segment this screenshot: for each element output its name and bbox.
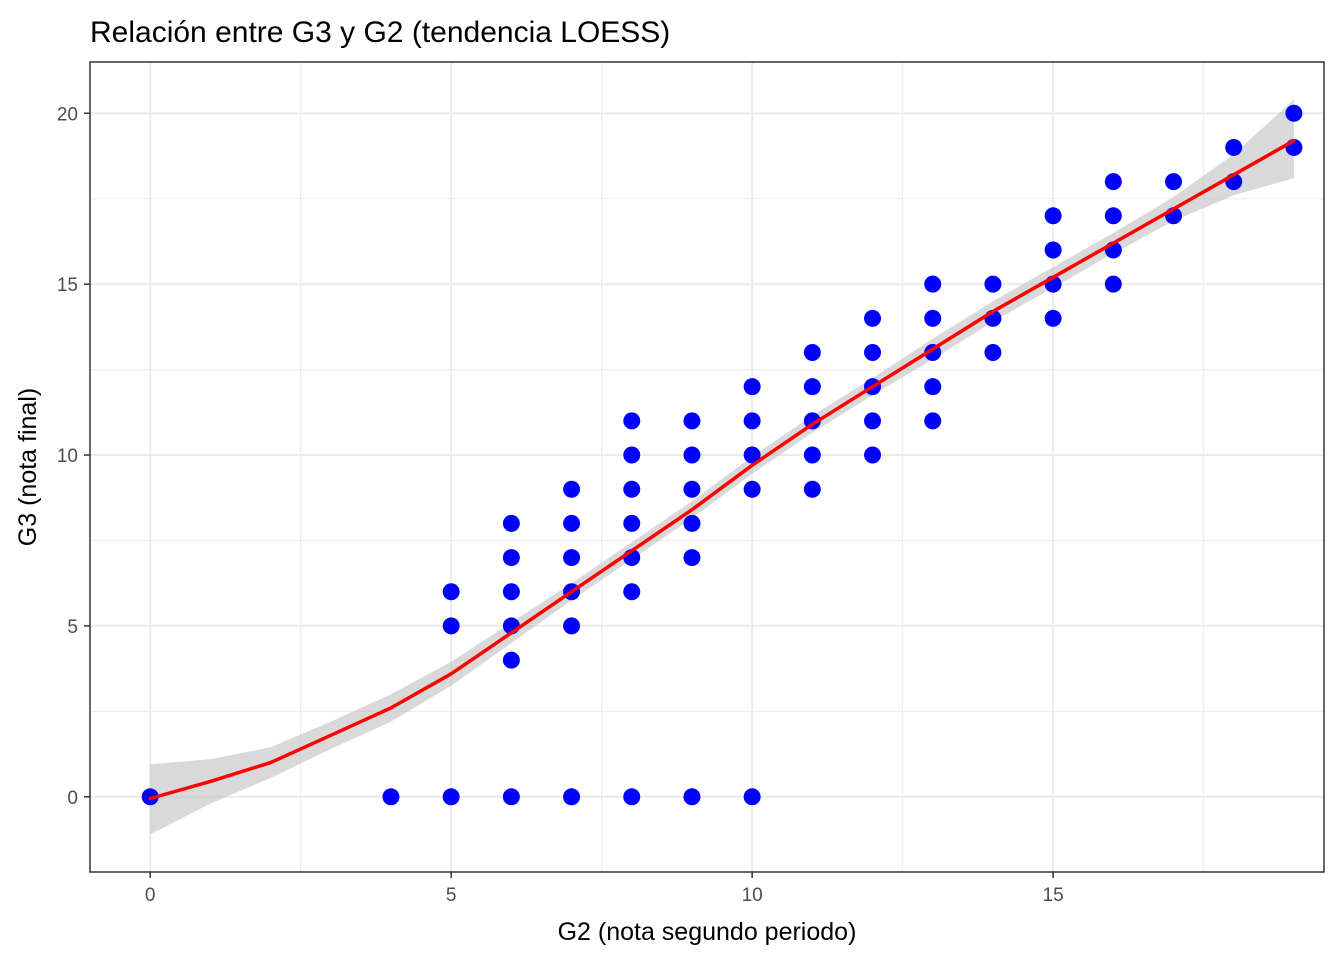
data-point [623, 412, 641, 430]
data-point [683, 549, 701, 567]
axes: 0 5 10 15 0 5 10 15 20 [57, 104, 1064, 906]
data-point [743, 480, 761, 498]
data-point [1165, 173, 1183, 191]
grid [90, 62, 1324, 872]
data-point [442, 788, 460, 806]
y-tick-label: 10 [57, 446, 78, 467]
data-point [683, 446, 701, 464]
data-point [382, 788, 400, 806]
x-tick-label: 10 [742, 885, 763, 906]
confidence-band [150, 99, 1294, 835]
data-point [623, 583, 641, 601]
data-point [924, 275, 942, 293]
data-point [1285, 104, 1303, 122]
confidence-band-area [150, 99, 1294, 835]
data-point [1104, 207, 1122, 225]
data-point [502, 514, 520, 532]
data-point [803, 344, 821, 362]
data-point [683, 412, 701, 430]
data-point [563, 788, 581, 806]
data-point [864, 412, 882, 430]
data-point [924, 309, 942, 327]
x-tick-label: 15 [1043, 885, 1064, 906]
data-point [502, 583, 520, 601]
x-tick-label: 0 [145, 885, 156, 906]
data-point [864, 309, 882, 327]
data-point [924, 378, 942, 396]
data-point [563, 549, 581, 567]
data-point [623, 514, 641, 532]
data-point [984, 344, 1002, 362]
panel-border [89, 61, 1325, 873]
data-point [1104, 173, 1122, 191]
y-tick-label: 0 [67, 788, 78, 809]
y-axis-title: G3 (nota final) [14, 388, 42, 546]
y-tick-label: 20 [57, 104, 78, 125]
data-point [683, 514, 701, 532]
data-point [924, 412, 942, 430]
data-point [743, 788, 761, 806]
data-point [803, 480, 821, 498]
x-axis-title: G2 (nota segundo periodo) [558, 918, 857, 946]
data-point [743, 378, 761, 396]
data-point [623, 788, 641, 806]
data-point [1044, 241, 1062, 259]
data-point [563, 617, 581, 635]
y-tick-label: 15 [57, 275, 78, 296]
data-point [683, 480, 701, 498]
data-point [442, 617, 460, 635]
data-point [502, 651, 520, 669]
data-point [984, 275, 1002, 293]
data-point [502, 788, 520, 806]
data-point [803, 446, 821, 464]
data-point [864, 344, 882, 362]
data-point [743, 446, 761, 464]
chart-title: Relación entre G3 y G2 (tendencia LOESS) [90, 16, 670, 49]
data-point [1225, 138, 1243, 156]
data-point [442, 583, 460, 601]
data-point [864, 446, 882, 464]
data-point [563, 514, 581, 532]
data-point [1044, 309, 1062, 327]
trend-line [148, 138, 1296, 801]
data-point [623, 446, 641, 464]
data-point [1044, 207, 1062, 225]
data-point [743, 412, 761, 430]
x-tick-label: 5 [446, 885, 457, 906]
data-point [803, 378, 821, 396]
data-point [1104, 275, 1122, 293]
data-point [563, 480, 581, 498]
data-point [502, 549, 520, 567]
y-tick-label: 5 [67, 617, 78, 638]
data-point [683, 788, 701, 806]
trend-line-path [148, 138, 1296, 801]
data-point [623, 480, 641, 498]
